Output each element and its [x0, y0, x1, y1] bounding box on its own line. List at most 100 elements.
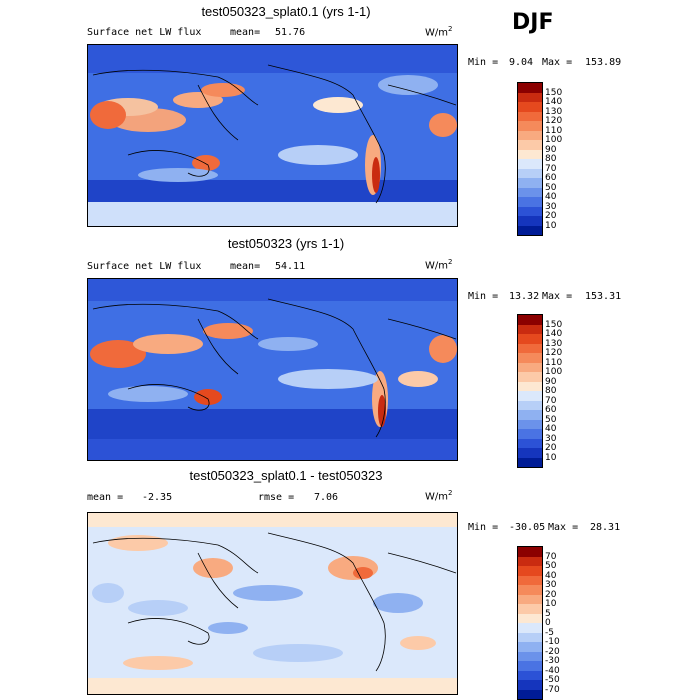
colorbar-segment: [518, 400, 542, 410]
panel-3-rmse-label: rmse =: [258, 492, 295, 503]
colorbar-segment: [518, 130, 542, 140]
colorbar-segment: [518, 651, 542, 661]
colorbar-segment: [518, 632, 542, 642]
colorbar-segment: [518, 689, 542, 699]
colorbar-segment: [518, 343, 542, 353]
colorbar-segment: [518, 566, 542, 576]
colorbar-segment: [518, 140, 542, 150]
panel-1-max-value: 153.89: [585, 57, 622, 68]
panel-1-mean-value: 51.76: [275, 27, 306, 38]
colorbar-level-label: 130: [545, 338, 563, 349]
colorbar-segment: [518, 178, 542, 188]
colorbar-level-label: 120: [545, 348, 563, 358]
panel-2-min-value: 13.32: [509, 291, 540, 302]
colorbar-segment: [518, 670, 542, 680]
colorbar-segment: [518, 661, 542, 671]
colorbar-level-label: 140: [545, 97, 563, 107]
colorbar-level-label: -40: [545, 665, 560, 676]
colorbar-level-label: 50: [545, 561, 557, 571]
colorbar-level-label: 60: [545, 173, 557, 183]
colorbar-level-label: 80: [545, 386, 557, 396]
panel-3-min-label: Min =: [468, 522, 499, 533]
panel-2-title: test050323 (yrs 1-1): [227, 236, 345, 251]
colorbar-segment: [518, 642, 542, 652]
panel-1-units: W/m2: [425, 25, 453, 39]
colorbar-segment: [518, 604, 542, 614]
colorbar-level-label: 10: [545, 220, 557, 231]
colorbar-segment: [518, 429, 542, 439]
panel-3-map: [87, 512, 458, 695]
colorbar-level-label: 60: [545, 405, 557, 415]
colorbar-level-label: -30: [545, 656, 560, 666]
colorbar-level-label: 70: [545, 163, 557, 174]
panel-1-map: [87, 44, 458, 227]
colorbar-segment: [518, 613, 542, 623]
colorbar-level-label: 110: [545, 357, 563, 368]
colorbar-level-label: 100: [545, 135, 563, 145]
panel-2-map-field: [88, 279, 457, 460]
colorbar-segment: [518, 353, 542, 363]
colorbar-level-label: -70: [545, 684, 560, 695]
colorbar-segment: [518, 547, 542, 557]
panel-2-mean-label: mean=: [230, 261, 261, 272]
colorbar-segment: [518, 83, 542, 93]
colorbar-segment: [518, 362, 542, 372]
panel-1-map-field: [88, 45, 457, 226]
colorbar-level-label: 20: [545, 443, 557, 453]
colorbar-segment: [518, 159, 542, 169]
panel-1-max-label: Max =: [542, 57, 573, 68]
colorbar-segment: [518, 149, 542, 159]
colorbar-segment: [518, 391, 542, 401]
panel-2-colorbar: [517, 314, 543, 468]
colorbar-level-label: 80: [545, 154, 557, 164]
colorbar-level-label: 70: [545, 551, 557, 562]
colorbar-level-label: 30: [545, 580, 557, 590]
colorbar-segment: [518, 111, 542, 121]
colorbar-segment: [518, 121, 542, 131]
panel-3-max-value: 28.31: [590, 522, 621, 533]
colorbar-level-label: 30: [545, 433, 557, 444]
colorbar-segment: [518, 102, 542, 112]
panel-2-map: [87, 278, 458, 461]
colorbar-level-label: 40: [545, 570, 557, 581]
colorbar-level-label: -10: [545, 637, 560, 647]
colorbar-segment: [518, 419, 542, 429]
panel-1-title: test050323_splat0.1 (yrs 1-1): [201, 4, 371, 19]
colorbar-level-label: 10: [545, 599, 557, 609]
colorbar-level-label: 140: [545, 329, 563, 339]
colorbar-level-label: 30: [545, 201, 557, 212]
colorbar-segment: [518, 315, 542, 325]
panel-3-colorbar: [517, 546, 543, 700]
panel-1-min-label: Min =: [468, 57, 499, 68]
colorbar-segment: [518, 381, 542, 391]
panel-2-max-value: 153.31: [585, 291, 622, 302]
colorbar-level-label: -5: [545, 627, 554, 638]
colorbar-level-label: 40: [545, 192, 557, 202]
colorbar-level-label: 100: [545, 367, 563, 377]
colorbar-segment: [518, 594, 542, 604]
colorbar-segment: [518, 168, 542, 178]
season-label: DJF: [512, 10, 554, 35]
colorbar-level-label: 130: [545, 106, 563, 117]
colorbar-segment: [518, 457, 542, 467]
colorbar-level-label: 50: [545, 414, 557, 425]
colorbar-segment: [518, 438, 542, 448]
panel-2-mean-value: 54.11: [275, 261, 306, 272]
colorbar-level-label: 150: [545, 319, 563, 330]
panel-1-variable-label: Surface net LW flux: [87, 27, 202, 38]
panel-3-mean-label: mean =: [87, 492, 124, 503]
panel-2-max-label: Max =: [542, 291, 573, 302]
colorbar-segment: [518, 623, 542, 633]
panel-3-rmse-value: 7.06: [314, 492, 339, 503]
panel-2-min-label: Min =: [468, 291, 499, 302]
colorbar-segment: [518, 372, 542, 382]
panel-3-units: W/m2: [425, 489, 453, 503]
colorbar-segment: [518, 216, 542, 226]
colorbar-level-label: 20: [545, 211, 557, 221]
panel-1-colorbar: [517, 82, 543, 236]
colorbar-segment: [518, 206, 542, 216]
panel-3-min-value: -30.05: [509, 522, 546, 533]
colorbar-segment: [518, 680, 542, 690]
panel-3-max-label: Max =: [548, 522, 579, 533]
colorbar-segment: [518, 556, 542, 566]
